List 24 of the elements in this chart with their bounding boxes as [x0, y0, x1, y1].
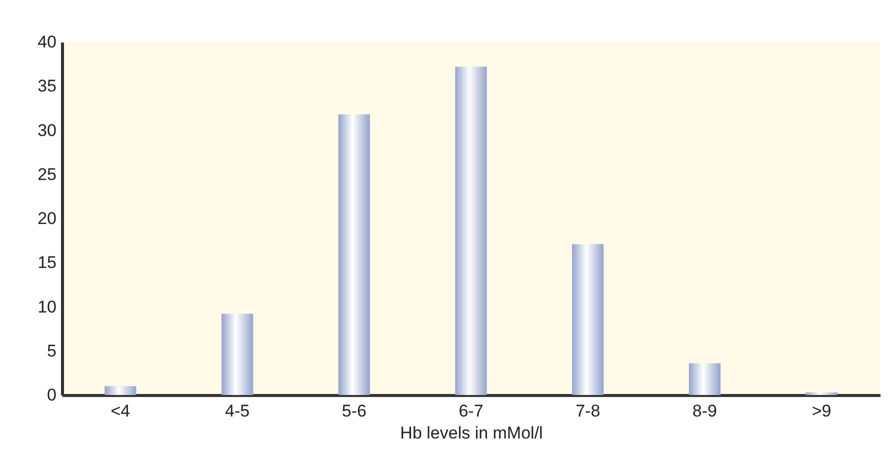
- x-tick-label: >9: [812, 402, 832, 420]
- y-tick-label: 35: [38, 76, 56, 96]
- y-tick-label: 10: [38, 297, 56, 316]
- bar: [806, 392, 838, 395]
- x-tick-label: 4-5: [224, 402, 250, 420]
- x-tick-label: <4: [110, 402, 130, 420]
- y-tick-label: 30: [38, 120, 56, 140]
- bar: [104, 386, 136, 395]
- bar: [221, 314, 254, 395]
- y-tick-label: 0: [47, 386, 56, 404]
- y-tick-label: 25: [38, 164, 56, 184]
- y-tick-label: 40: [38, 32, 56, 52]
- x-tick-label: 7-8: [576, 402, 600, 420]
- bar: [688, 363, 721, 395]
- x-tick-label: 6-7: [458, 402, 484, 420]
- bar: [572, 244, 604, 395]
- bar: [338, 114, 370, 395]
- y-tick-label: 15: [38, 253, 56, 272]
- x-axis-title: Hb levels in mMol/l: [400, 424, 543, 442]
- y-tick-label: 20: [38, 209, 56, 228]
- bar: [455, 66, 487, 395]
- y-tick-label: 5: [47, 341, 56, 360]
- x-tick-label: 8-9: [692, 402, 718, 420]
- x-tick-label: 5-6: [342, 402, 366, 420]
